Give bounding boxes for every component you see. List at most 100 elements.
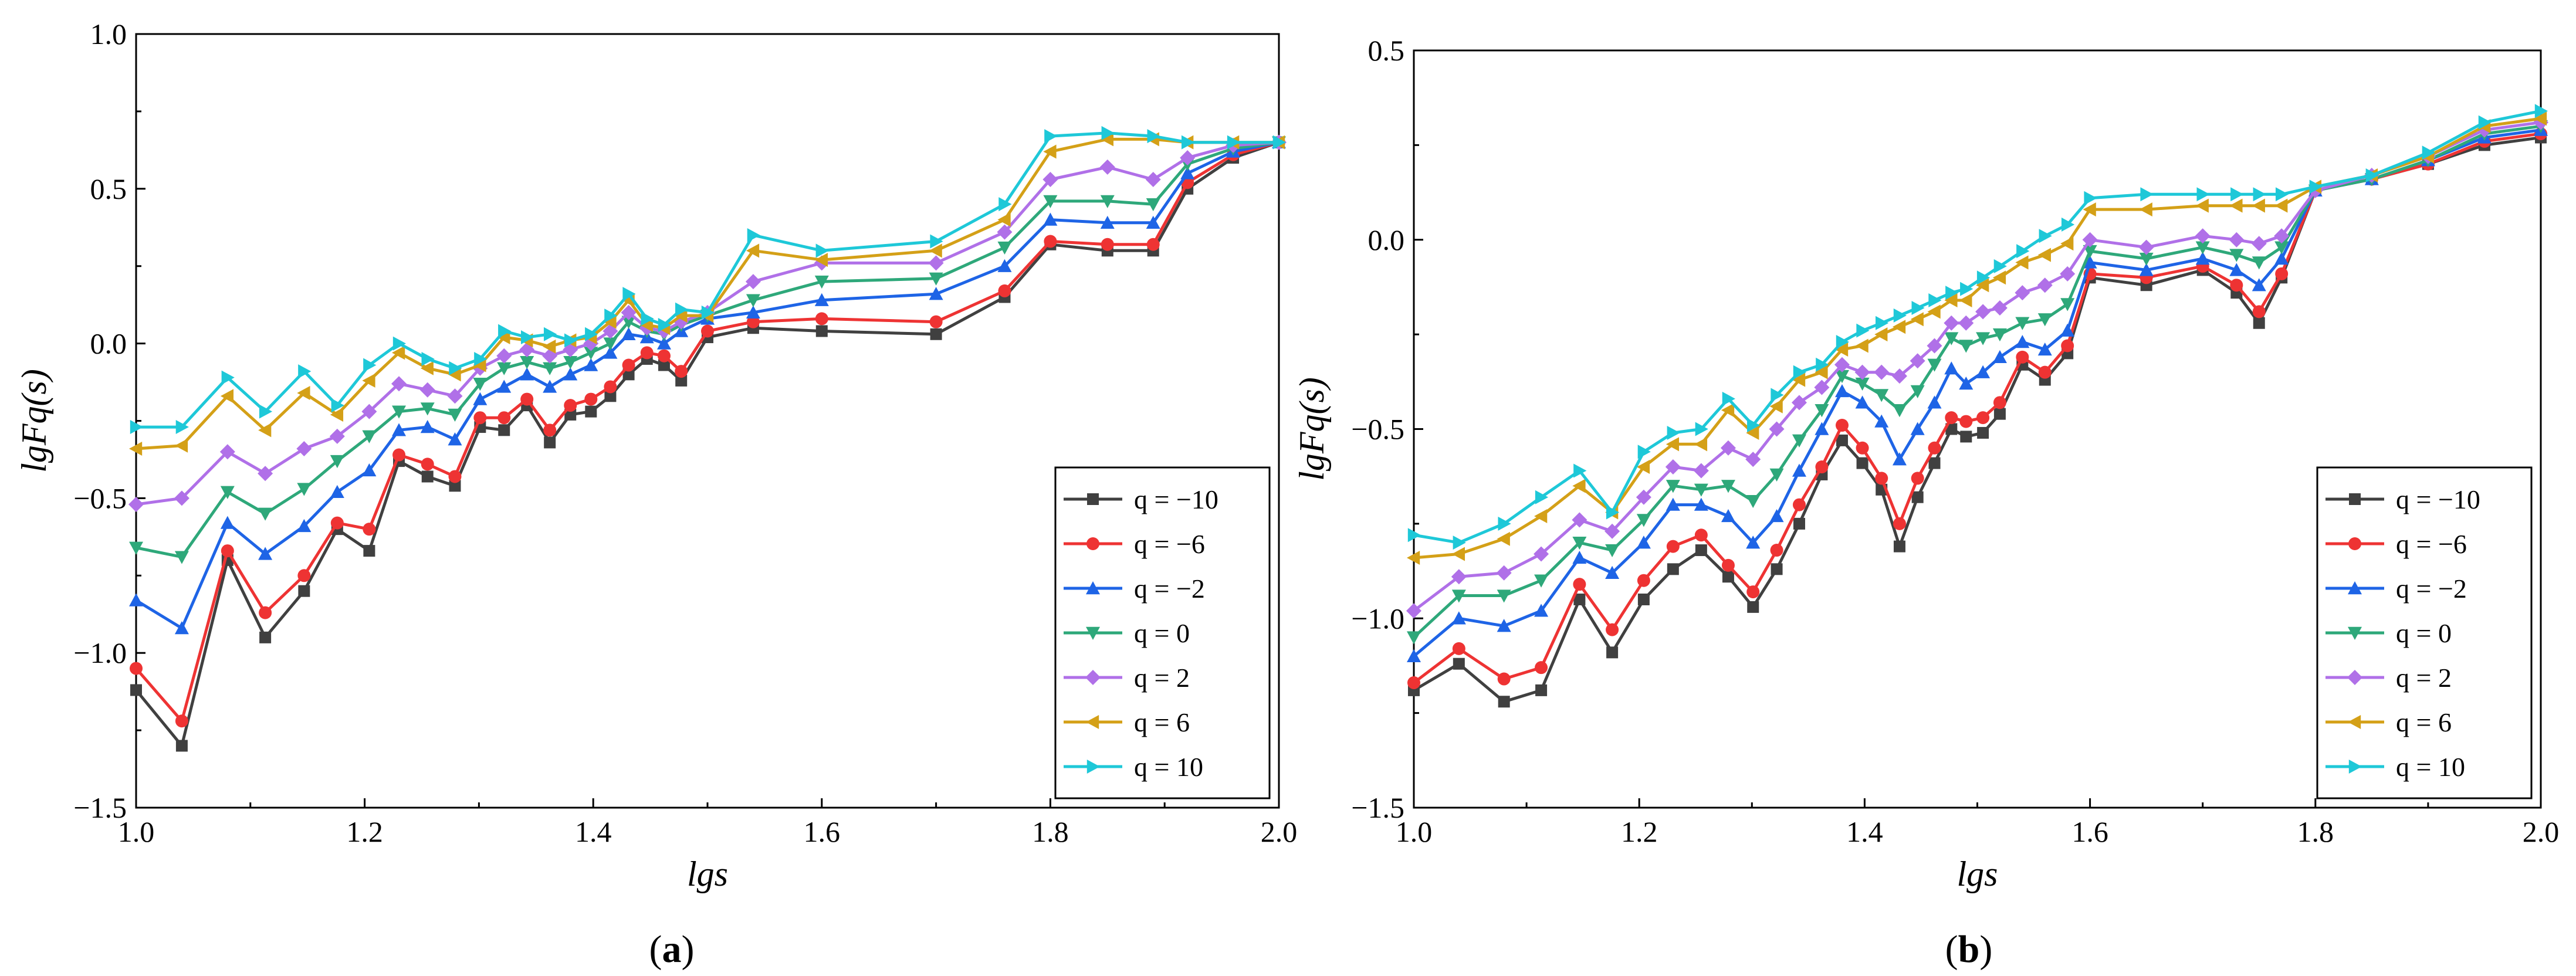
data-point (701, 324, 714, 338)
data-point (1145, 171, 1161, 187)
y-tick-label: 0.5 (1368, 34, 1405, 67)
data-point (1992, 328, 2007, 342)
data-point (2015, 255, 2029, 270)
x-tick-label: 1.8 (1032, 815, 1069, 848)
legend-marker (2348, 760, 2362, 774)
data-point (639, 317, 653, 332)
data-point (2274, 228, 2290, 244)
data-point (1855, 377, 1870, 391)
data-point (1451, 611, 1466, 625)
data-point (498, 424, 510, 436)
data-point (1606, 646, 1619, 659)
series-line-7 (130, 126, 1286, 435)
data-point (1815, 460, 1829, 474)
data-point (128, 496, 144, 512)
data-point (1043, 212, 1058, 226)
data-point (563, 356, 578, 370)
y-tick-label: −0.5 (1351, 413, 1404, 446)
data-point (1959, 377, 1974, 390)
data-point (1815, 404, 1829, 418)
data-point (1992, 300, 2008, 316)
series-path (136, 141, 1279, 506)
data-point (1944, 332, 1959, 345)
y-axis-label: lgFq(s) (1292, 377, 1331, 481)
data-point (1834, 342, 1849, 357)
data-point (2195, 198, 2209, 213)
data-point (1042, 171, 1058, 187)
data-point (1667, 425, 1680, 440)
data-point (1181, 135, 1195, 150)
data-point (1637, 445, 1651, 459)
data-point (1834, 370, 1849, 384)
x-tick-label: 2.0 (1261, 815, 1298, 848)
data-point (2274, 241, 2289, 255)
data-point (814, 253, 828, 267)
data-point (520, 392, 534, 406)
data-point (584, 392, 598, 406)
data-point (1666, 497, 1680, 511)
legend-label: q = 10 (1134, 752, 1203, 782)
data-point (2037, 342, 2052, 356)
series-path (135, 141, 1279, 630)
legend-item: q = 10 (2325, 752, 2465, 782)
data-point (1099, 159, 1115, 175)
data-point (496, 348, 512, 364)
legend-marker (2348, 626, 2362, 640)
data-point (929, 315, 943, 328)
data-point (419, 382, 435, 398)
series-path (136, 137, 1279, 450)
data-point (363, 358, 377, 372)
data-point (929, 272, 943, 286)
data-point (1498, 516, 1511, 531)
data-point (640, 346, 654, 360)
data-point (2083, 255, 2097, 269)
data-point (2140, 187, 2154, 202)
data-point (1911, 491, 1924, 503)
data-point (1993, 259, 2007, 273)
data-point (2365, 168, 2379, 183)
data-point (330, 407, 344, 422)
data-point (2015, 317, 2030, 330)
data-point (130, 662, 143, 675)
data-point (1534, 509, 1548, 523)
data-point (1945, 286, 1959, 300)
data-point (2060, 236, 2074, 251)
y-tick-label: −1.5 (1351, 791, 1404, 824)
legend-label: q = 6 (1134, 707, 1190, 737)
data-point (130, 684, 142, 696)
data-point (1892, 404, 1907, 418)
data-point (1959, 293, 1972, 308)
data-point (2252, 278, 2266, 292)
data-point (2061, 339, 2074, 353)
data-point (746, 315, 760, 328)
data-point (815, 312, 828, 326)
series-path (1413, 128, 2541, 658)
data-point (1044, 235, 1057, 248)
data-point (2274, 198, 2288, 213)
data-point (2083, 202, 2096, 217)
data-point (746, 305, 760, 319)
data-point (447, 388, 463, 404)
data-point (297, 386, 310, 401)
data-point (174, 490, 189, 506)
data-point (701, 305, 715, 320)
legend-marker (1086, 626, 1100, 640)
x-tick-label: 1.8 (2297, 815, 2334, 848)
legend-label: q = 0 (1134, 618, 1190, 648)
legend-item: q = 6 (1064, 707, 1190, 737)
data-point (1793, 365, 1806, 379)
legend-label: q = 2 (2396, 663, 2452, 693)
data-point (675, 374, 688, 387)
legend-item: q = −2 (1064, 574, 1205, 604)
data-point (1666, 480, 1680, 493)
data-point (362, 463, 377, 477)
data-point (1535, 490, 1549, 504)
legend-label: q = 6 (2396, 707, 2452, 737)
data-point (2274, 252, 2289, 265)
legend-label: q = −2 (1134, 574, 1205, 604)
data-point (448, 408, 462, 422)
data-point (1720, 440, 1736, 456)
data-point (1147, 129, 1160, 144)
data-point (603, 337, 618, 351)
